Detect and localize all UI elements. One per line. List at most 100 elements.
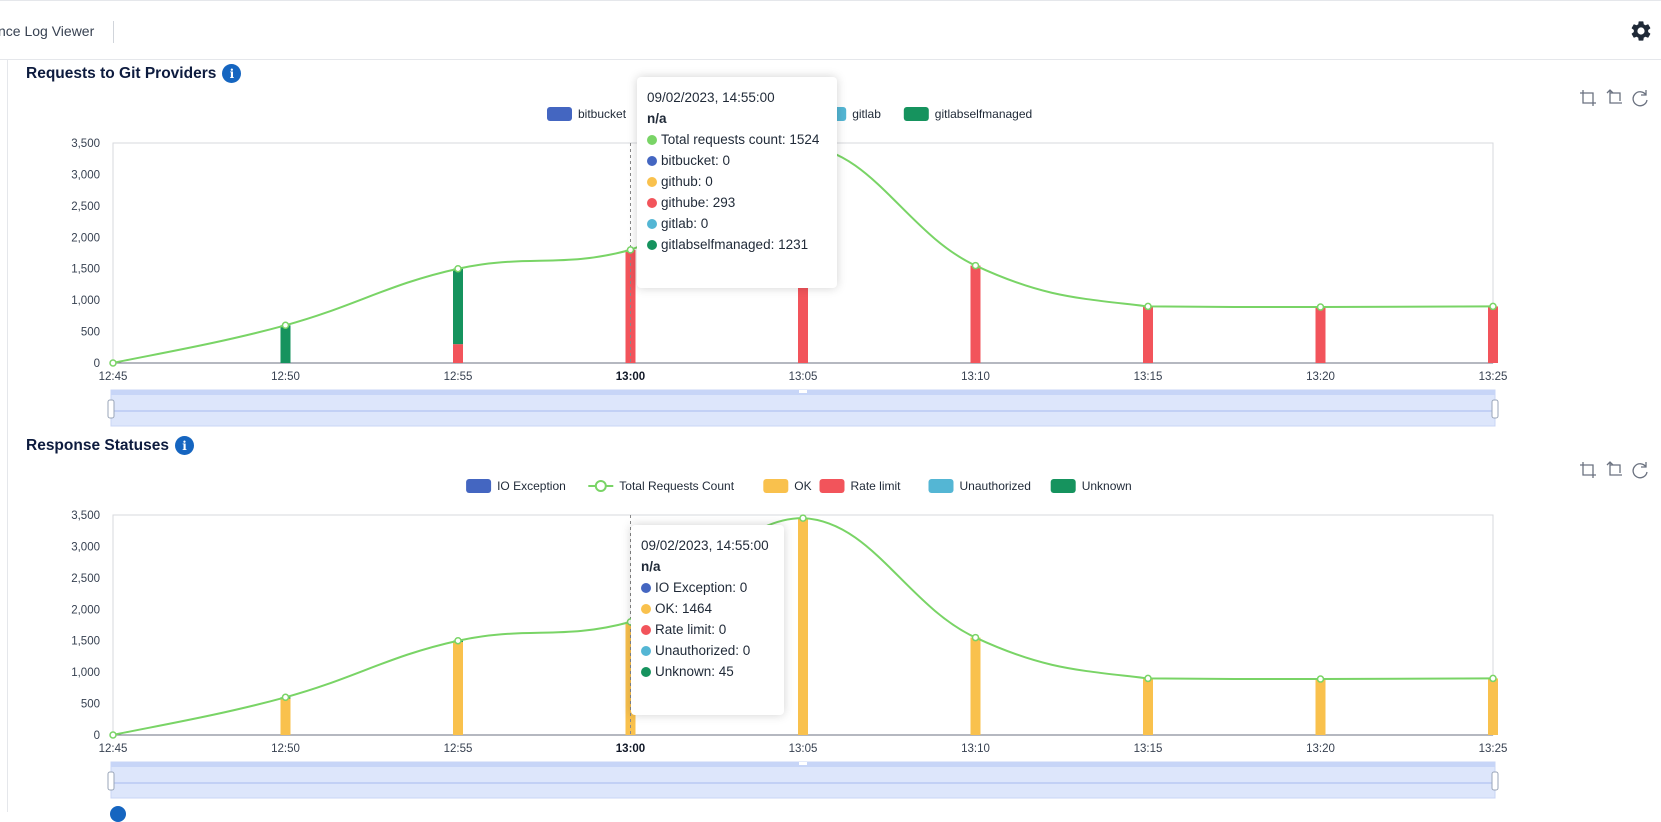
x-tick-label: 13:15 xyxy=(1134,371,1163,383)
x-tick-label: 13:10 xyxy=(961,371,990,383)
legend-label: bitbucket xyxy=(578,107,627,121)
x-tick-label: 13:20 xyxy=(1306,743,1335,755)
y-tick-label: 1,500 xyxy=(71,636,100,648)
y-tick-label: 1,000 xyxy=(71,667,100,679)
x-tick-label: 13:05 xyxy=(789,371,818,383)
zoom-slider-handle[interactable] xyxy=(107,399,115,419)
x-tick-label: 12:50 xyxy=(271,371,300,383)
line-point xyxy=(971,261,980,270)
x-tick-label: 13:00 xyxy=(616,743,645,755)
bar-segment xyxy=(453,344,463,363)
tooltip-row: Unknown: 45 xyxy=(641,661,774,682)
zoom-icon[interactable] xyxy=(1579,89,1597,107)
panel-git-providers: Requests to Git Providers i 0 500 1,000 1,5… xyxy=(0,60,1661,427)
info-icon[interactable] xyxy=(110,806,126,822)
tooltip-row: bitbucket: 0 xyxy=(647,150,827,171)
chart-legend: IO Exception Total Requests Count OK Rate l… xyxy=(466,479,1132,493)
legend-line-marker xyxy=(594,480,607,492)
tooltip-row: github: 0 xyxy=(647,171,827,192)
requests-chart: 0 500 1,000 1,500 2,000 2,500 3,000 3,500 12:45 1… xyxy=(71,107,1508,427)
panel-title-text: Requests to Git Providers xyxy=(26,64,217,82)
tooltip-rows: Total requests count: 1524 bitbucket: 0 … xyxy=(647,129,827,255)
content-border xyxy=(7,60,8,812)
zoom-slider-handle[interactable] xyxy=(1491,771,1499,791)
legend-swatch xyxy=(928,479,954,493)
tooltip-row-label: githube: 293 xyxy=(661,195,736,210)
tooltip-rows: IO Exception: 0 OK: 1464 Rate limit: 0 U… xyxy=(641,577,774,682)
bar-segment xyxy=(453,268,463,345)
gear-icon[interactable] xyxy=(1629,19,1653,43)
series-dot xyxy=(641,624,651,635)
chart-tooltip: 09/02/2023, 14:55:00 n/a Total requests … xyxy=(637,77,837,288)
series-dot xyxy=(641,603,651,614)
line-point xyxy=(1144,674,1152,683)
zoom-icon[interactable] xyxy=(1579,461,1597,479)
y-tick-label: 2,000 xyxy=(71,232,100,244)
tooltip-row: Total requests count: 1524 xyxy=(647,129,827,150)
divider xyxy=(113,21,114,43)
app-title: nce Log Viewer xyxy=(0,23,95,39)
line-point xyxy=(454,264,462,273)
info-icon[interactable]: i xyxy=(175,436,194,455)
legend-label: OK xyxy=(794,479,811,493)
line-point xyxy=(971,633,980,642)
tooltip-row: OK: 1464 xyxy=(641,598,774,619)
series-dot xyxy=(641,582,651,593)
chart-toolbox xyxy=(1579,89,1649,107)
line-point xyxy=(1316,675,1325,683)
line-point xyxy=(109,731,117,739)
panel-title: Requests to Git Providers i xyxy=(26,64,242,83)
tooltip-row: gitlab: 0 xyxy=(647,213,827,234)
tooltip-row-label: Unknown: 45 xyxy=(655,664,734,679)
statuses-chart: 0 500 1,000 1,500 2,000 2,500 3,000 3,500 12:45 1… xyxy=(71,479,1507,799)
info-icon[interactable]: i xyxy=(222,64,242,83)
y-tick-label: 0 xyxy=(94,730,100,742)
series-dot xyxy=(647,218,657,229)
x-tick-label: 12:50 xyxy=(271,743,300,755)
y-tick-label: 3,500 xyxy=(71,510,100,522)
tooltip-row-label: Total requests count: 1524 xyxy=(661,132,820,147)
restore-icon[interactable] xyxy=(1631,89,1649,107)
y-tick-label: 1,500 xyxy=(71,264,100,276)
tooltip-row-label: IO Exception: 0 xyxy=(655,580,748,595)
x-tick-label: 13:05 xyxy=(789,743,818,755)
x-tick-label: 12:55 xyxy=(444,743,473,755)
line-point xyxy=(454,636,462,645)
x-tick-label: 13:00 xyxy=(616,371,645,383)
zoom-slider-handle[interactable] xyxy=(1491,399,1499,419)
legend-swatch xyxy=(819,479,845,493)
series-dot xyxy=(647,239,657,250)
legend-label: Unknown xyxy=(1082,479,1132,493)
bar-segment xyxy=(1143,678,1153,735)
zoom-reset-icon[interactable] xyxy=(1605,89,1623,107)
line-point xyxy=(281,693,290,702)
bar-segment xyxy=(453,641,463,735)
zoom-reset-icon[interactable] xyxy=(1605,461,1623,479)
legend-swatch xyxy=(763,479,789,493)
zoom-slider-handle[interactable] xyxy=(107,771,115,791)
series-dot xyxy=(647,176,657,187)
series-dot xyxy=(641,666,651,677)
legend-label: IO Exception xyxy=(497,479,566,493)
restore-icon[interactable] xyxy=(1631,461,1649,479)
tooltip-row-label: gitlabselfmanaged: 1231 xyxy=(661,237,809,252)
y-tick-label: 3,000 xyxy=(71,541,100,553)
bar-segment xyxy=(1143,306,1153,363)
tooltip-row-label: Unauthorized: 0 xyxy=(655,643,751,658)
line-point xyxy=(1489,302,1497,311)
legend-swatch xyxy=(903,107,929,121)
x-tick-label: 13:25 xyxy=(1479,371,1508,383)
tooltip-row-label: bitbucket: 0 xyxy=(661,153,731,168)
chart-tooltip: 09/02/2023, 14:55:00 n/a IO Exception: 0… xyxy=(631,525,784,715)
bar-segment xyxy=(798,518,808,735)
y-tick-label: 0 xyxy=(94,358,100,370)
bar-segment xyxy=(280,698,291,735)
y-tick-label: 2,500 xyxy=(71,573,100,585)
tooltip-row-label: github: 0 xyxy=(661,174,713,189)
line-point xyxy=(1316,303,1325,311)
zoom-slider-grip xyxy=(799,762,807,765)
tooltip-row: Unauthorized: 0 xyxy=(641,640,774,661)
y-tick-label: 2,000 xyxy=(71,604,100,616)
panel-title: Response Statuses i xyxy=(26,436,194,455)
line-point xyxy=(799,514,807,522)
